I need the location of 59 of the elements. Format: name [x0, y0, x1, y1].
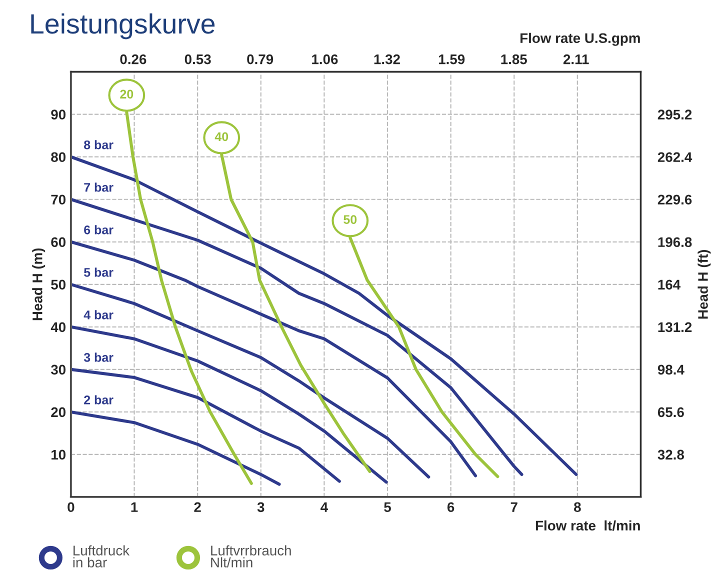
x2-tick-label: 0.53	[184, 54, 211, 64]
y2-tick-label: 65.6	[658, 407, 684, 418]
line-series	[70, 240, 478, 478]
series-label: 50	[344, 215, 357, 224]
x2-tick-label: 0.79	[247, 54, 274, 64]
x-tick-label: 3	[257, 502, 264, 512]
series-label: 5 bar	[84, 268, 114, 277]
x2-tick-label: 1.06	[312, 54, 338, 64]
line-series	[70, 410, 281, 486]
y2-tick-label: 32.8	[658, 450, 684, 460]
y-tick-label: 80	[51, 152, 66, 162]
y2-axis-title: Head H (ft)	[698, 250, 711, 319]
y-tick-label: 60	[51, 237, 66, 248]
series-label: 4 bar	[84, 310, 114, 320]
line-series	[70, 282, 430, 479]
x2-axis-title: Flow rate U.S.gpm	[520, 32, 640, 46]
y2-tick-label: 98.4	[658, 364, 684, 375]
line-series	[70, 198, 524, 476]
series-label: 8 bar	[84, 140, 114, 150]
x2-tick-label: 2.11	[563, 54, 589, 64]
series-label: 7 bar	[84, 182, 114, 192]
x-tick-label: 7	[510, 502, 518, 512]
y-tick-label: 30	[50, 364, 66, 375]
y2-tick-label: 164	[658, 280, 681, 290]
series-label: 3 bar	[84, 352, 114, 362]
series-label: 20	[120, 90, 134, 99]
x2-tick-label: 0.26	[120, 54, 146, 64]
y2-tick-label: 295.2	[658, 110, 692, 120]
y2-tick-label: 262.4	[658, 152, 692, 162]
series-label: 2 bar	[84, 395, 114, 404]
x2-tick-label: 1.85	[501, 54, 527, 64]
line-series	[70, 368, 341, 483]
y-tick-label: 10	[52, 450, 66, 460]
text: Luftvrrbrauch Nlt/min	[211, 545, 291, 568]
x2-tick-label: 1.32	[374, 54, 400, 64]
x-tick-label: 0	[68, 502, 74, 512]
y-tick-label: 70	[51, 194, 66, 205]
x-tick-label: 8	[574, 502, 581, 512]
y-tick-label: 40	[50, 322, 66, 332]
y-tick-label: 50	[51, 280, 66, 290]
y2-tick-label: 229.6	[658, 194, 692, 205]
y-axis-title: Head H (m)	[32, 248, 46, 320]
text: Luftdruck in bar	[73, 545, 130, 568]
x-tick-label: 5	[384, 502, 391, 512]
x-tick-label: 6	[447, 502, 454, 512]
x-axis-title: Flow rate lt/min	[536, 520, 640, 531]
y2-tick-label: 196.8	[658, 237, 692, 248]
line-series	[70, 325, 388, 484]
y2-tick-label: 131.2	[658, 322, 692, 332]
chart-title: Leistungskurve	[31, 13, 215, 40]
x-tick-label: 4	[320, 502, 328, 512]
series-label: 40	[214, 132, 228, 142]
y-tick-label: 20	[51, 407, 66, 418]
y-tick-label: 90	[51, 110, 66, 120]
x-tick-label: 2	[194, 502, 201, 512]
x2-tick-label: 1.59	[438, 54, 465, 64]
line-series	[70, 155, 578, 476]
series-label: 6 bar	[84, 225, 114, 234]
x-tick-label: 1	[131, 502, 138, 512]
